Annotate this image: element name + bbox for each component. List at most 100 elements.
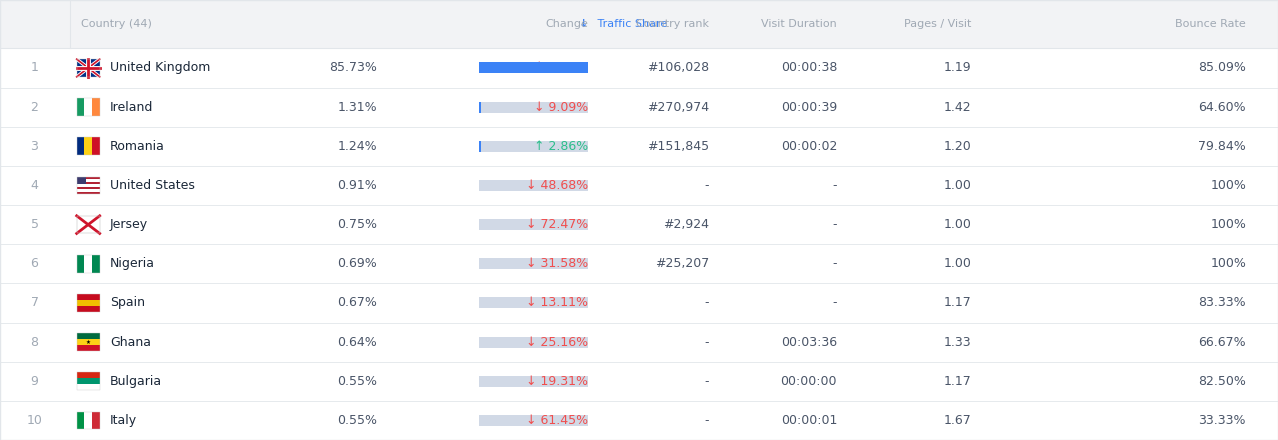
Text: Ireland: Ireland [110, 101, 153, 114]
Bar [0, 283, 1278, 323]
Bar [92, 255, 100, 273]
Text: Jersey: Jersey [110, 218, 148, 231]
Text: 64.60%: 64.60% [1199, 101, 1246, 114]
Bar [0, 244, 1278, 283]
Text: Country rank: Country rank [636, 19, 709, 29]
Text: ↓ 19.31%: ↓ 19.31% [525, 375, 588, 388]
Bar [479, 141, 481, 152]
Text: 0.55%: 0.55% [337, 414, 377, 427]
Bar [77, 333, 100, 339]
Bar [77, 294, 100, 312]
Text: -: - [704, 336, 709, 348]
Text: 1.67: 1.67 [943, 414, 971, 427]
Text: #25,207: #25,207 [656, 257, 709, 270]
Text: #151,845: #151,845 [647, 140, 709, 153]
Text: 1.17: 1.17 [943, 297, 971, 309]
Text: United Kingdom: United Kingdom [110, 62, 211, 74]
Bar [77, 333, 100, 351]
Text: 1.33: 1.33 [943, 336, 971, 348]
Text: -: - [704, 179, 709, 192]
Text: 82.50%: 82.50% [1199, 375, 1246, 388]
Bar [0, 362, 1278, 401]
Bar [479, 258, 588, 269]
Bar [479, 62, 588, 73]
Text: 2: 2 [31, 101, 38, 114]
Text: 0.91%: 0.91% [337, 179, 377, 192]
Bar [77, 179, 100, 182]
Text: 1.00: 1.00 [943, 179, 971, 192]
Text: ↓ 25.16%: ↓ 25.16% [525, 336, 588, 348]
Text: ↓ 61.45%: ↓ 61.45% [525, 414, 588, 427]
Text: 4: 4 [31, 179, 38, 192]
Bar [0, 0, 1278, 48]
Text: Country (44): Country (44) [81, 19, 151, 29]
Text: 7: 7 [31, 297, 38, 309]
Text: Change: Change [544, 19, 588, 29]
Text: Spain: Spain [110, 297, 144, 309]
Text: ↓ 72.47%: ↓ 72.47% [525, 218, 588, 231]
Bar [77, 137, 84, 155]
Text: -: - [704, 297, 709, 309]
Text: 1.19: 1.19 [943, 62, 971, 74]
Text: 0.75%: 0.75% [337, 218, 377, 231]
Bar [77, 384, 100, 390]
Bar [0, 127, 1278, 166]
Bar [77, 98, 100, 116]
Text: -: - [832, 179, 837, 192]
Text: 66.67%: 66.67% [1199, 336, 1246, 348]
Bar [479, 62, 588, 73]
Text: 0.67%: 0.67% [337, 297, 377, 309]
Bar [0, 48, 1278, 88]
Text: -: - [832, 218, 837, 231]
Text: 79.84%: 79.84% [1199, 140, 1246, 153]
Text: 6: 6 [31, 257, 38, 270]
Bar [77, 339, 100, 345]
Bar [77, 59, 100, 77]
Bar [77, 372, 100, 378]
Bar [77, 137, 100, 155]
Text: 0.64%: 0.64% [337, 336, 377, 348]
Bar [77, 59, 100, 77]
Text: United States: United States [110, 179, 194, 192]
Bar [77, 411, 84, 429]
Bar [479, 415, 588, 426]
Text: 1.00: 1.00 [943, 218, 971, 231]
Text: #106,028: #106,028 [647, 62, 709, 74]
Bar [77, 255, 84, 273]
Bar [0, 323, 1278, 362]
Text: -: - [832, 257, 837, 270]
Text: 100%: 100% [1210, 218, 1246, 231]
Text: 10: 10 [27, 414, 42, 427]
Bar [479, 102, 588, 113]
Text: 100%: 100% [1210, 257, 1246, 270]
Bar [77, 192, 100, 194]
Text: 00:03:36: 00:03:36 [781, 336, 837, 348]
Text: -: - [704, 414, 709, 427]
Bar [77, 216, 100, 234]
Text: -: - [832, 297, 837, 309]
Text: 00:00:38: 00:00:38 [781, 62, 837, 74]
Text: 00:00:01: 00:00:01 [781, 414, 837, 427]
Text: Nigeria: Nigeria [110, 257, 155, 270]
Bar [479, 141, 588, 152]
Text: Visit Duration: Visit Duration [762, 19, 837, 29]
Text: Traffic Share: Traffic Share [594, 19, 667, 29]
Bar [92, 98, 100, 116]
Text: 00:00:39: 00:00:39 [781, 101, 837, 114]
Bar [77, 176, 86, 184]
Text: ★: ★ [86, 340, 91, 345]
Text: #270,974: #270,974 [647, 101, 709, 114]
Text: Bulgaria: Bulgaria [110, 375, 162, 388]
Text: Italy: Italy [110, 414, 137, 427]
Text: 1.24%: 1.24% [337, 140, 377, 153]
Bar [77, 98, 84, 116]
Text: 3: 3 [31, 140, 38, 153]
Text: 0.69%: 0.69% [337, 257, 377, 270]
Bar [479, 180, 588, 191]
Text: -: - [704, 375, 709, 388]
Text: 8: 8 [31, 336, 38, 348]
Bar [77, 189, 100, 192]
Text: Ghana: Ghana [110, 336, 151, 348]
Bar [84, 137, 92, 155]
Bar [479, 102, 481, 113]
